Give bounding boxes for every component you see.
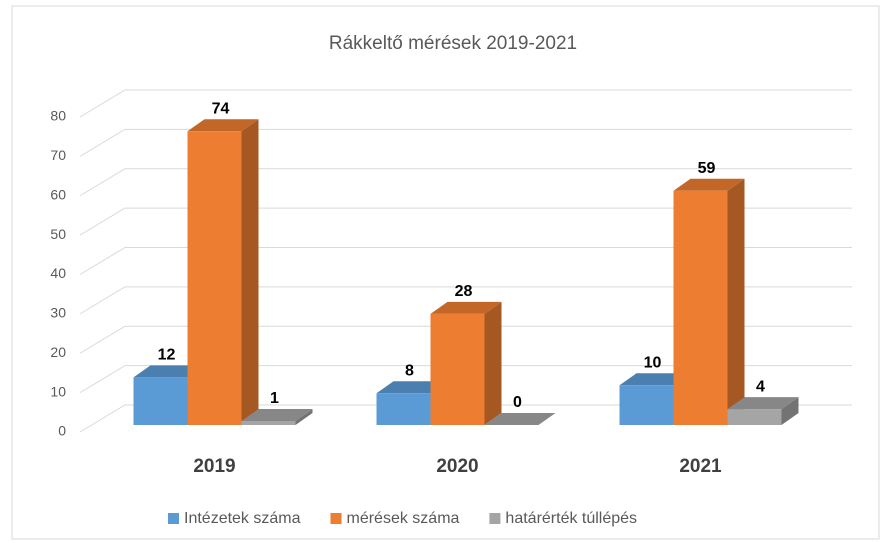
bar-side xyxy=(781,397,799,425)
bar-front xyxy=(241,421,296,425)
bar-top xyxy=(673,178,745,191)
bar-front xyxy=(619,385,674,425)
x-tick-label: 2020 xyxy=(436,456,478,477)
bar-top xyxy=(133,365,205,378)
bar-top xyxy=(619,373,691,386)
chart-title: Rákkeltő mérések 2019-2021 xyxy=(329,33,577,54)
legend-label: mérések száma xyxy=(347,510,460,527)
data-label: 28 xyxy=(455,283,473,300)
y-tick-label: 20 xyxy=(50,344,66,360)
bar-front xyxy=(673,190,728,425)
bar xyxy=(673,178,745,425)
grid-line xyxy=(79,89,852,118)
grid-line xyxy=(79,325,852,354)
bar xyxy=(727,397,799,425)
y-tick-label: 30 xyxy=(50,305,66,321)
y-tick-label: 40 xyxy=(50,265,66,281)
data-label: 1 xyxy=(270,390,279,407)
x-tick-label: 2019 xyxy=(193,456,235,477)
bar-front xyxy=(430,313,485,425)
data-label: 10 xyxy=(644,355,662,372)
legend-swatch xyxy=(489,513,501,524)
bar-front xyxy=(727,409,782,425)
data-label: 74 xyxy=(212,100,230,117)
data-label: 8 xyxy=(405,362,414,379)
bar-top xyxy=(484,413,556,425)
y-tick-label: 60 xyxy=(50,186,66,202)
grid-line xyxy=(79,286,852,315)
y-tick-label: 70 xyxy=(50,147,66,163)
y-tick-label: 80 xyxy=(50,108,66,124)
bar-front xyxy=(133,377,188,425)
bar xyxy=(430,301,502,425)
legend-label: Intézetek száma xyxy=(184,510,301,527)
y-tick-label: 50 xyxy=(50,226,66,242)
grid-line xyxy=(79,404,852,433)
data-label: 4 xyxy=(756,378,765,395)
bar-side xyxy=(295,409,313,425)
grid-line xyxy=(79,207,852,236)
bar xyxy=(187,119,259,425)
bar-top xyxy=(727,397,799,410)
data-label: 12 xyxy=(158,347,176,364)
y-tick-label: 10 xyxy=(50,383,66,399)
legend-swatch xyxy=(168,513,179,524)
grid-line xyxy=(79,128,852,157)
bar-top xyxy=(376,381,448,394)
y-tick-label: 0 xyxy=(58,423,66,439)
x-tick-label: 2021 xyxy=(679,456,722,477)
bar-top xyxy=(241,409,313,422)
bar-side xyxy=(241,119,259,425)
bar-side xyxy=(727,178,745,425)
bar-front xyxy=(187,131,242,425)
bar xyxy=(484,413,556,425)
data-label: 0 xyxy=(513,394,522,411)
bar-side xyxy=(484,301,502,425)
grid-line xyxy=(79,365,852,394)
bar-front xyxy=(376,393,431,425)
bar-top xyxy=(430,301,502,314)
bar-top xyxy=(187,119,259,132)
data-label: 59 xyxy=(698,160,716,177)
bar xyxy=(241,409,313,425)
legend-label: határérték túllépés xyxy=(505,510,637,527)
legend-swatch xyxy=(330,513,342,524)
grid-line xyxy=(79,168,852,197)
grid-line xyxy=(79,247,852,275)
